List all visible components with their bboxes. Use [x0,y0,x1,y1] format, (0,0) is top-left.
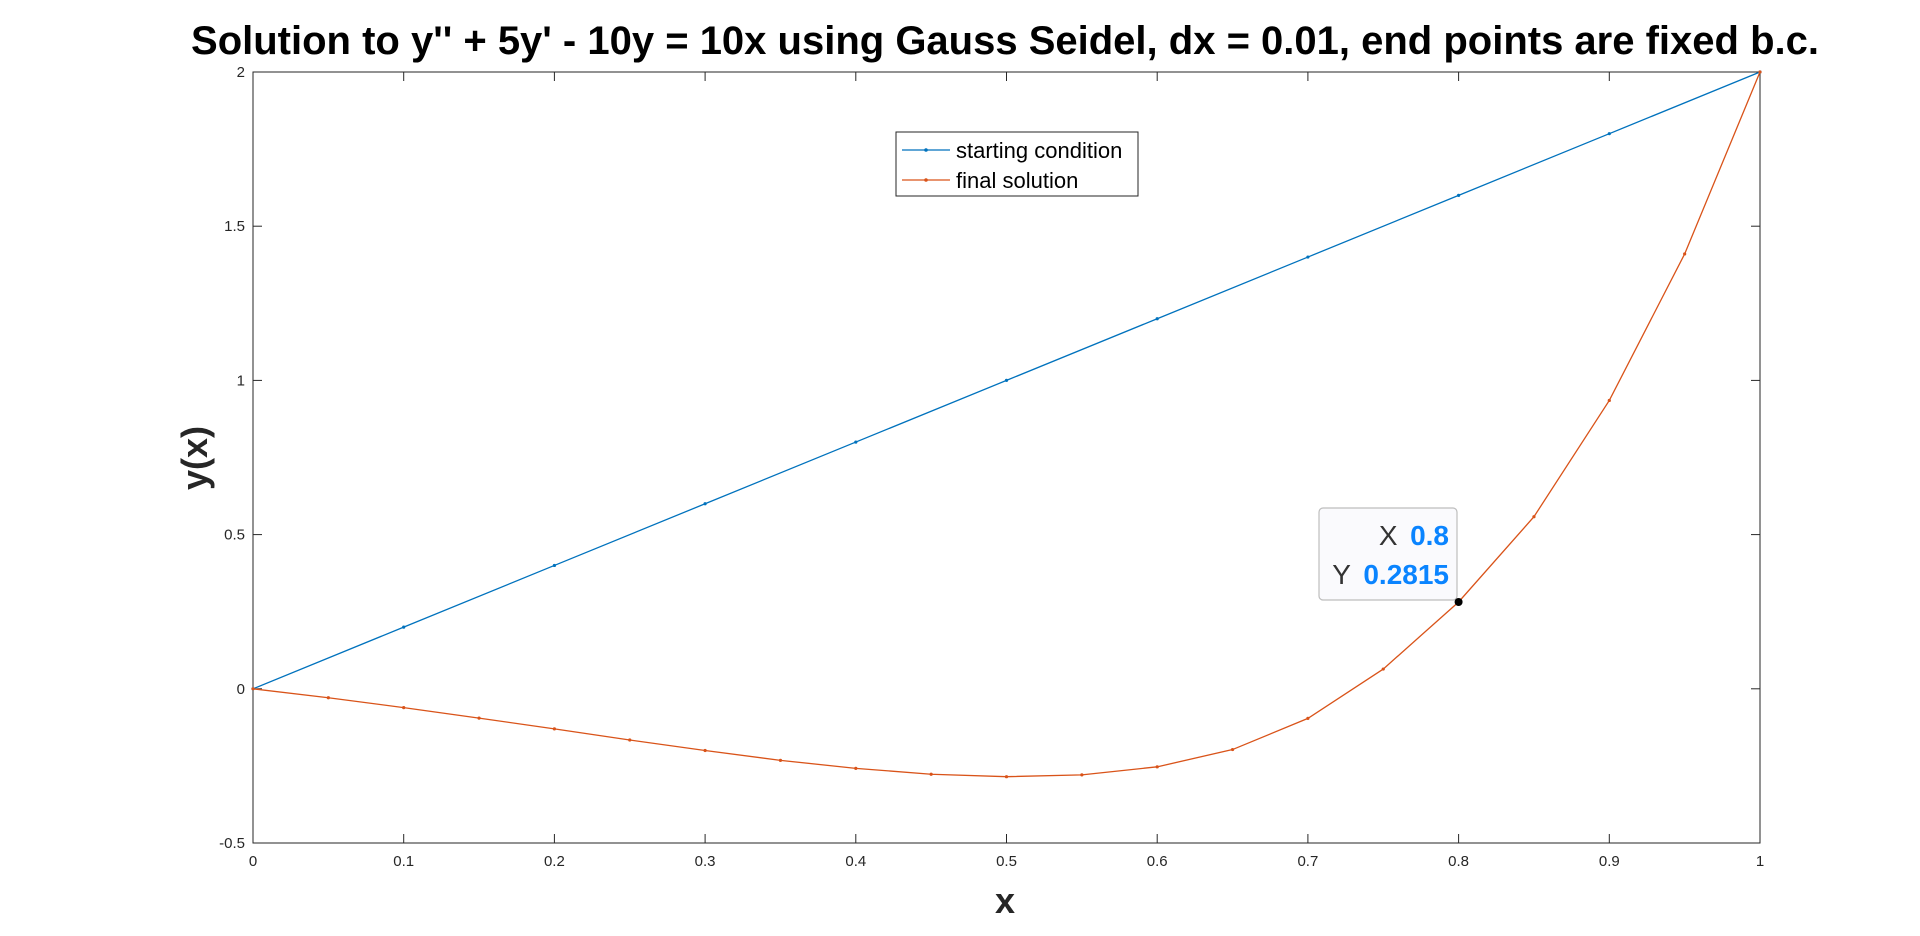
data-tip-x-row: X 0.8 [1379,520,1449,551]
series-marker-starting-condition [1004,378,1009,382]
series-marker-final-solution [1758,70,1762,74]
series-marker-final-solution [477,716,481,720]
chart-title: Solution to y'' + 5y' - 10y = 10x using … [191,19,1819,63]
series-marker-final-solution [1230,747,1235,752]
data-tip-x-key: X [1379,520,1398,551]
x-tick-label: 0.1 [393,853,414,870]
x-tick-label: 0.3 [695,853,716,870]
legend-marker-starting-condition [924,148,928,152]
series-marker-final-solution [251,687,255,691]
data-tip-y-value: 0.2815 [1363,559,1449,590]
series-marker-final-solution [1381,667,1385,671]
x-tick-label: 0 [249,853,257,870]
series-marker-final-solution [1683,252,1687,256]
x-tick-label: 0.7 [1297,853,1318,870]
y-tick-label: -0.5 [219,835,245,852]
series-marker-final-solution [703,748,707,753]
x-tick-label: 1 [1756,853,1764,870]
series-marker-starting-condition [1607,132,1611,136]
series-marker-final-solution [854,766,858,770]
series-marker-final-solution [1532,515,1536,519]
data-tip[interactable]: X 0.8 Y 0.2815 [1318,507,1463,606]
series-marker-starting-condition [1155,317,1159,321]
y-tick-label: 1.5 [224,218,245,235]
data-tip-box [1318,507,1458,601]
series-marker-starting-condition [1306,255,1310,259]
series-marker-final-solution [326,696,330,700]
series-marker-final-solution [929,772,933,776]
data-tip-y-row: Y 0.2815 [1332,559,1449,590]
series-marker-final-solution [778,758,783,762]
y-tick-label: 1 [237,372,245,389]
data-tip-x-value: 0.8 [1410,520,1449,551]
legend-entry-starting-condition: starting condition [956,138,1122,163]
y-tick-label: 0.5 [224,527,245,544]
x-tick-label: 0.6 [1147,853,1168,870]
y-tick-label: 0 [237,681,245,698]
y-tick-label: 2 [237,64,245,81]
data-tip-y-key: Y [1332,559,1351,590]
legend[interactable]: starting condition final solution [895,131,1139,197]
series-marker-starting-condition [552,563,557,568]
series-marker-final-solution [552,727,557,731]
plot-area[interactable] [252,71,1761,844]
series-marker-final-solution [1004,775,1009,779]
plot-series [251,70,1762,779]
series-marker-final-solution [628,738,632,742]
series-marker-starting-condition [402,625,406,629]
legend-box [895,131,1139,197]
series-marker-starting-condition [854,440,858,444]
x-tick-label: 0.8 [1448,853,1469,870]
data-tip-point[interactable] [1454,597,1463,606]
x-tick-label: 0.5 [996,853,1017,870]
y-axis-label: y(x) [174,426,215,490]
series-marker-starting-condition [703,502,707,506]
x-tick-label: 0.9 [1599,853,1620,870]
series-marker-final-solution [1306,716,1310,721]
legend-marker-final-solution [924,178,928,182]
series-marker-starting-condition [1457,193,1461,197]
x-tick-label: 0.4 [845,853,866,870]
series-marker-final-solution [1080,773,1084,777]
series-marker-final-solution [402,706,406,710]
x-tick-label: 0.2 [544,853,565,870]
series-marker-final-solution [1607,398,1611,403]
series-marker-final-solution [1155,765,1159,769]
legend-entry-final-solution: final solution [956,168,1078,193]
x-axis-label: x [995,880,1015,921]
axis-ticks: 0 0.1 0.2 0.3 0.4 0.5 0.6 0.7 0.8 0.9 1-0.500.511.… [219,64,1764,870]
